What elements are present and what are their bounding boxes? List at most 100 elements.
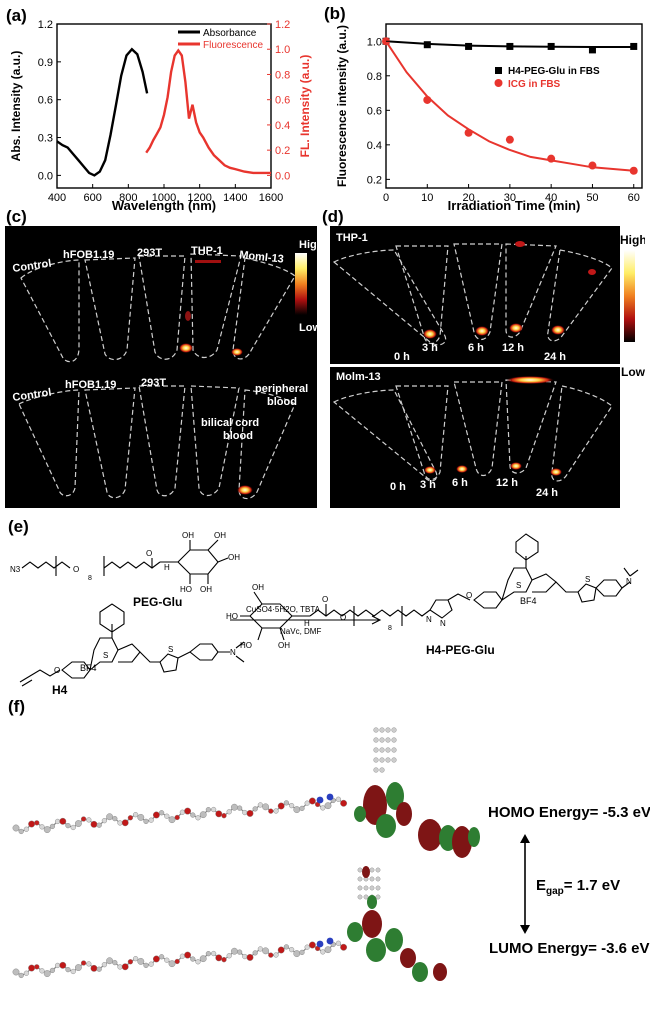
atom-sphere <box>320 949 326 955</box>
atom-sphere <box>273 952 279 958</box>
atom-sphere <box>277 946 285 954</box>
triazole-ring <box>429 599 453 619</box>
time-label: 0 h <box>390 481 406 493</box>
time-label: 0 h <box>394 351 410 363</box>
data-point <box>506 42 514 50</box>
tube-outline <box>395 245 449 345</box>
atom-sphere <box>363 894 369 900</box>
panel-label-b: (b) <box>324 4 346 23</box>
tube-outline <box>547 249 613 342</box>
signal-spot <box>237 485 253 495</box>
x-tick-label: 1400 <box>223 192 247 204</box>
atom-sphere <box>237 805 243 811</box>
lumo-energy: LUMO Energy= -3.6 eV <box>489 940 649 957</box>
atom-sphere <box>379 737 385 743</box>
y-tick-label: 0.6 <box>367 105 382 117</box>
thiophene-ring-product <box>577 583 597 603</box>
atom-sphere <box>293 806 301 813</box>
x-tick-label: 30 <box>504 192 516 204</box>
atom-sphere <box>23 970 30 976</box>
atom-sphere <box>316 940 324 948</box>
panel-label-d: (d) <box>322 207 344 226</box>
tube-outline <box>138 255 186 360</box>
atom-label: O <box>54 666 60 675</box>
atom-sphere <box>237 949 243 955</box>
time-label: 3 h <box>422 342 438 354</box>
y-tick-label: 0.8 <box>367 71 382 83</box>
x-tick-label: 60 <box>628 192 640 204</box>
sample-label: blood <box>267 396 297 408</box>
sample-label: Control <box>12 258 52 275</box>
imaging-background <box>5 226 317 508</box>
atom-sphere <box>137 957 145 965</box>
atom-sphere <box>86 961 92 967</box>
time-label: 6 h <box>468 342 484 354</box>
x-tick-label: 1600 <box>259 192 283 204</box>
atom-sphere <box>70 824 76 831</box>
atom-sphere <box>252 806 258 812</box>
atom-sphere <box>293 950 301 957</box>
atom-sphere <box>340 799 347 807</box>
time-label: 24 h <box>536 487 558 499</box>
y-tick-label: 0.9 <box>38 57 53 69</box>
atom-sphere <box>273 808 279 814</box>
color-scale-bar <box>295 253 307 315</box>
atom-sphere <box>174 958 180 965</box>
atom-sphere <box>230 947 238 955</box>
signal-spot <box>475 326 489 336</box>
chart-absorbance-fluorescence: 400 600 800 1000 1200 1400 1600 0.0 0.3 0.6 0.9 1.2… <box>9 19 312 213</box>
tube-imaging-panel-c: Control hFOB1.19 293T THP-1 MomI-13 Cont… <box>5 226 317 508</box>
data-point <box>588 161 597 170</box>
atom-sphere <box>195 815 201 821</box>
atom-sphere <box>148 961 154 967</box>
tube-outline <box>332 389 438 482</box>
atom-sphere <box>369 885 375 891</box>
atom-label: OH <box>214 531 226 540</box>
atom-sphere <box>257 946 264 952</box>
vinyl-bridge <box>139 651 160 663</box>
atom-label: OH <box>182 531 194 540</box>
tube-outline <box>18 389 80 497</box>
atom-sphere <box>357 894 363 900</box>
y-tick-label-right: 0.6 <box>275 95 290 107</box>
pyrylium-core <box>89 637 119 672</box>
aryl-bond <box>177 651 191 659</box>
x-tick-label: 20 <box>462 192 474 204</box>
thiophene-ring <box>159 653 179 673</box>
atom-sphere <box>304 944 310 950</box>
atom-sphere <box>304 800 310 806</box>
atom-sphere <box>391 727 397 733</box>
atom-sphere <box>39 968 45 974</box>
tube-outline <box>453 381 503 477</box>
atom-label: HO <box>240 641 252 650</box>
atom-sphere <box>65 967 71 973</box>
atom-sphere <box>168 816 176 824</box>
atom-sphere <box>246 954 254 961</box>
atom-sphere <box>117 964 123 970</box>
y-tick-label: 1.0 <box>367 36 382 48</box>
atom-sphere <box>75 820 82 827</box>
atom-sphere <box>195 959 201 965</box>
vinyl-bridge-product <box>555 581 578 593</box>
legend-absorbance: Absorbance <box>203 28 257 39</box>
atom-sphere <box>230 803 238 811</box>
tube-outline <box>453 243 503 341</box>
atom-sphere <box>375 876 381 882</box>
dimethylamino-product <box>621 567 639 589</box>
atom-sphere <box>385 757 391 763</box>
sample-label: 293T <box>137 247 162 259</box>
atom-sphere <box>268 952 274 958</box>
signal-spot <box>423 329 437 339</box>
cyclopentene <box>117 643 141 663</box>
atom-sphere <box>299 805 305 812</box>
y-tick-label-right: 1.0 <box>275 44 290 56</box>
atom-label: OH <box>200 585 212 594</box>
atom-label: OH <box>228 553 240 562</box>
tube-outline <box>190 385 240 497</box>
reaction-conditions: NaVc, DMF <box>280 627 321 636</box>
tube-outline <box>190 253 242 359</box>
panel-label-c: (c) <box>6 207 27 226</box>
atom-label: S <box>103 651 108 660</box>
atom-sphere <box>385 737 391 743</box>
tube-outline <box>505 243 557 338</box>
